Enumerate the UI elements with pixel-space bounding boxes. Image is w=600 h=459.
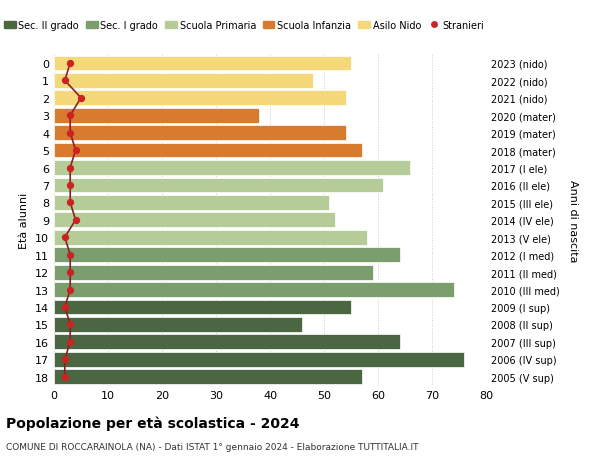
Legend: Sec. II grado, Sec. I grado, Scuola Primaria, Scuola Infanzia, Asilo Nido, Stran: Sec. II grado, Sec. I grado, Scuola Prim…	[0, 17, 488, 35]
Point	[60, 78, 70, 85]
Point	[60, 234, 70, 241]
Point	[60, 356, 70, 363]
Point	[60, 303, 70, 311]
Bar	[54, 143, 362, 158]
Text: Popolazione per età scolastica - 2024: Popolazione per età scolastica - 2024	[6, 415, 299, 430]
Bar	[54, 230, 367, 245]
Point	[60, 373, 70, 381]
Point	[71, 147, 80, 154]
Text: COMUNE DI ROCCARAINOLA (NA) - Dati ISTAT 1° gennaio 2024 - Elaborazione TUTTITAL: COMUNE DI ROCCARAINOLA (NA) - Dati ISTAT…	[6, 442, 419, 451]
Bar	[54, 161, 410, 175]
Bar	[54, 265, 373, 280]
Point	[65, 321, 75, 328]
Point	[65, 199, 75, 207]
Bar	[54, 109, 259, 123]
Point	[65, 182, 75, 189]
Point	[71, 217, 80, 224]
Bar	[54, 178, 383, 193]
Bar	[54, 74, 313, 89]
Bar	[54, 369, 362, 384]
Bar	[54, 213, 335, 228]
Point	[65, 286, 75, 294]
Bar	[54, 282, 454, 297]
Point	[65, 112, 75, 120]
Bar	[54, 126, 346, 141]
Bar	[54, 91, 346, 106]
Bar	[54, 56, 351, 71]
Point	[65, 60, 75, 67]
Bar	[54, 335, 400, 349]
Point	[65, 338, 75, 346]
Bar	[54, 352, 464, 367]
Bar	[54, 300, 351, 315]
Point	[65, 164, 75, 172]
Bar	[54, 317, 302, 332]
Point	[65, 252, 75, 259]
Y-axis label: Età alunni: Età alunni	[19, 192, 29, 248]
Bar	[54, 196, 329, 210]
Point	[65, 130, 75, 137]
Point	[76, 95, 86, 102]
Point	[65, 269, 75, 276]
Y-axis label: Anni di nascita: Anni di nascita	[568, 179, 578, 262]
Bar	[54, 248, 400, 263]
